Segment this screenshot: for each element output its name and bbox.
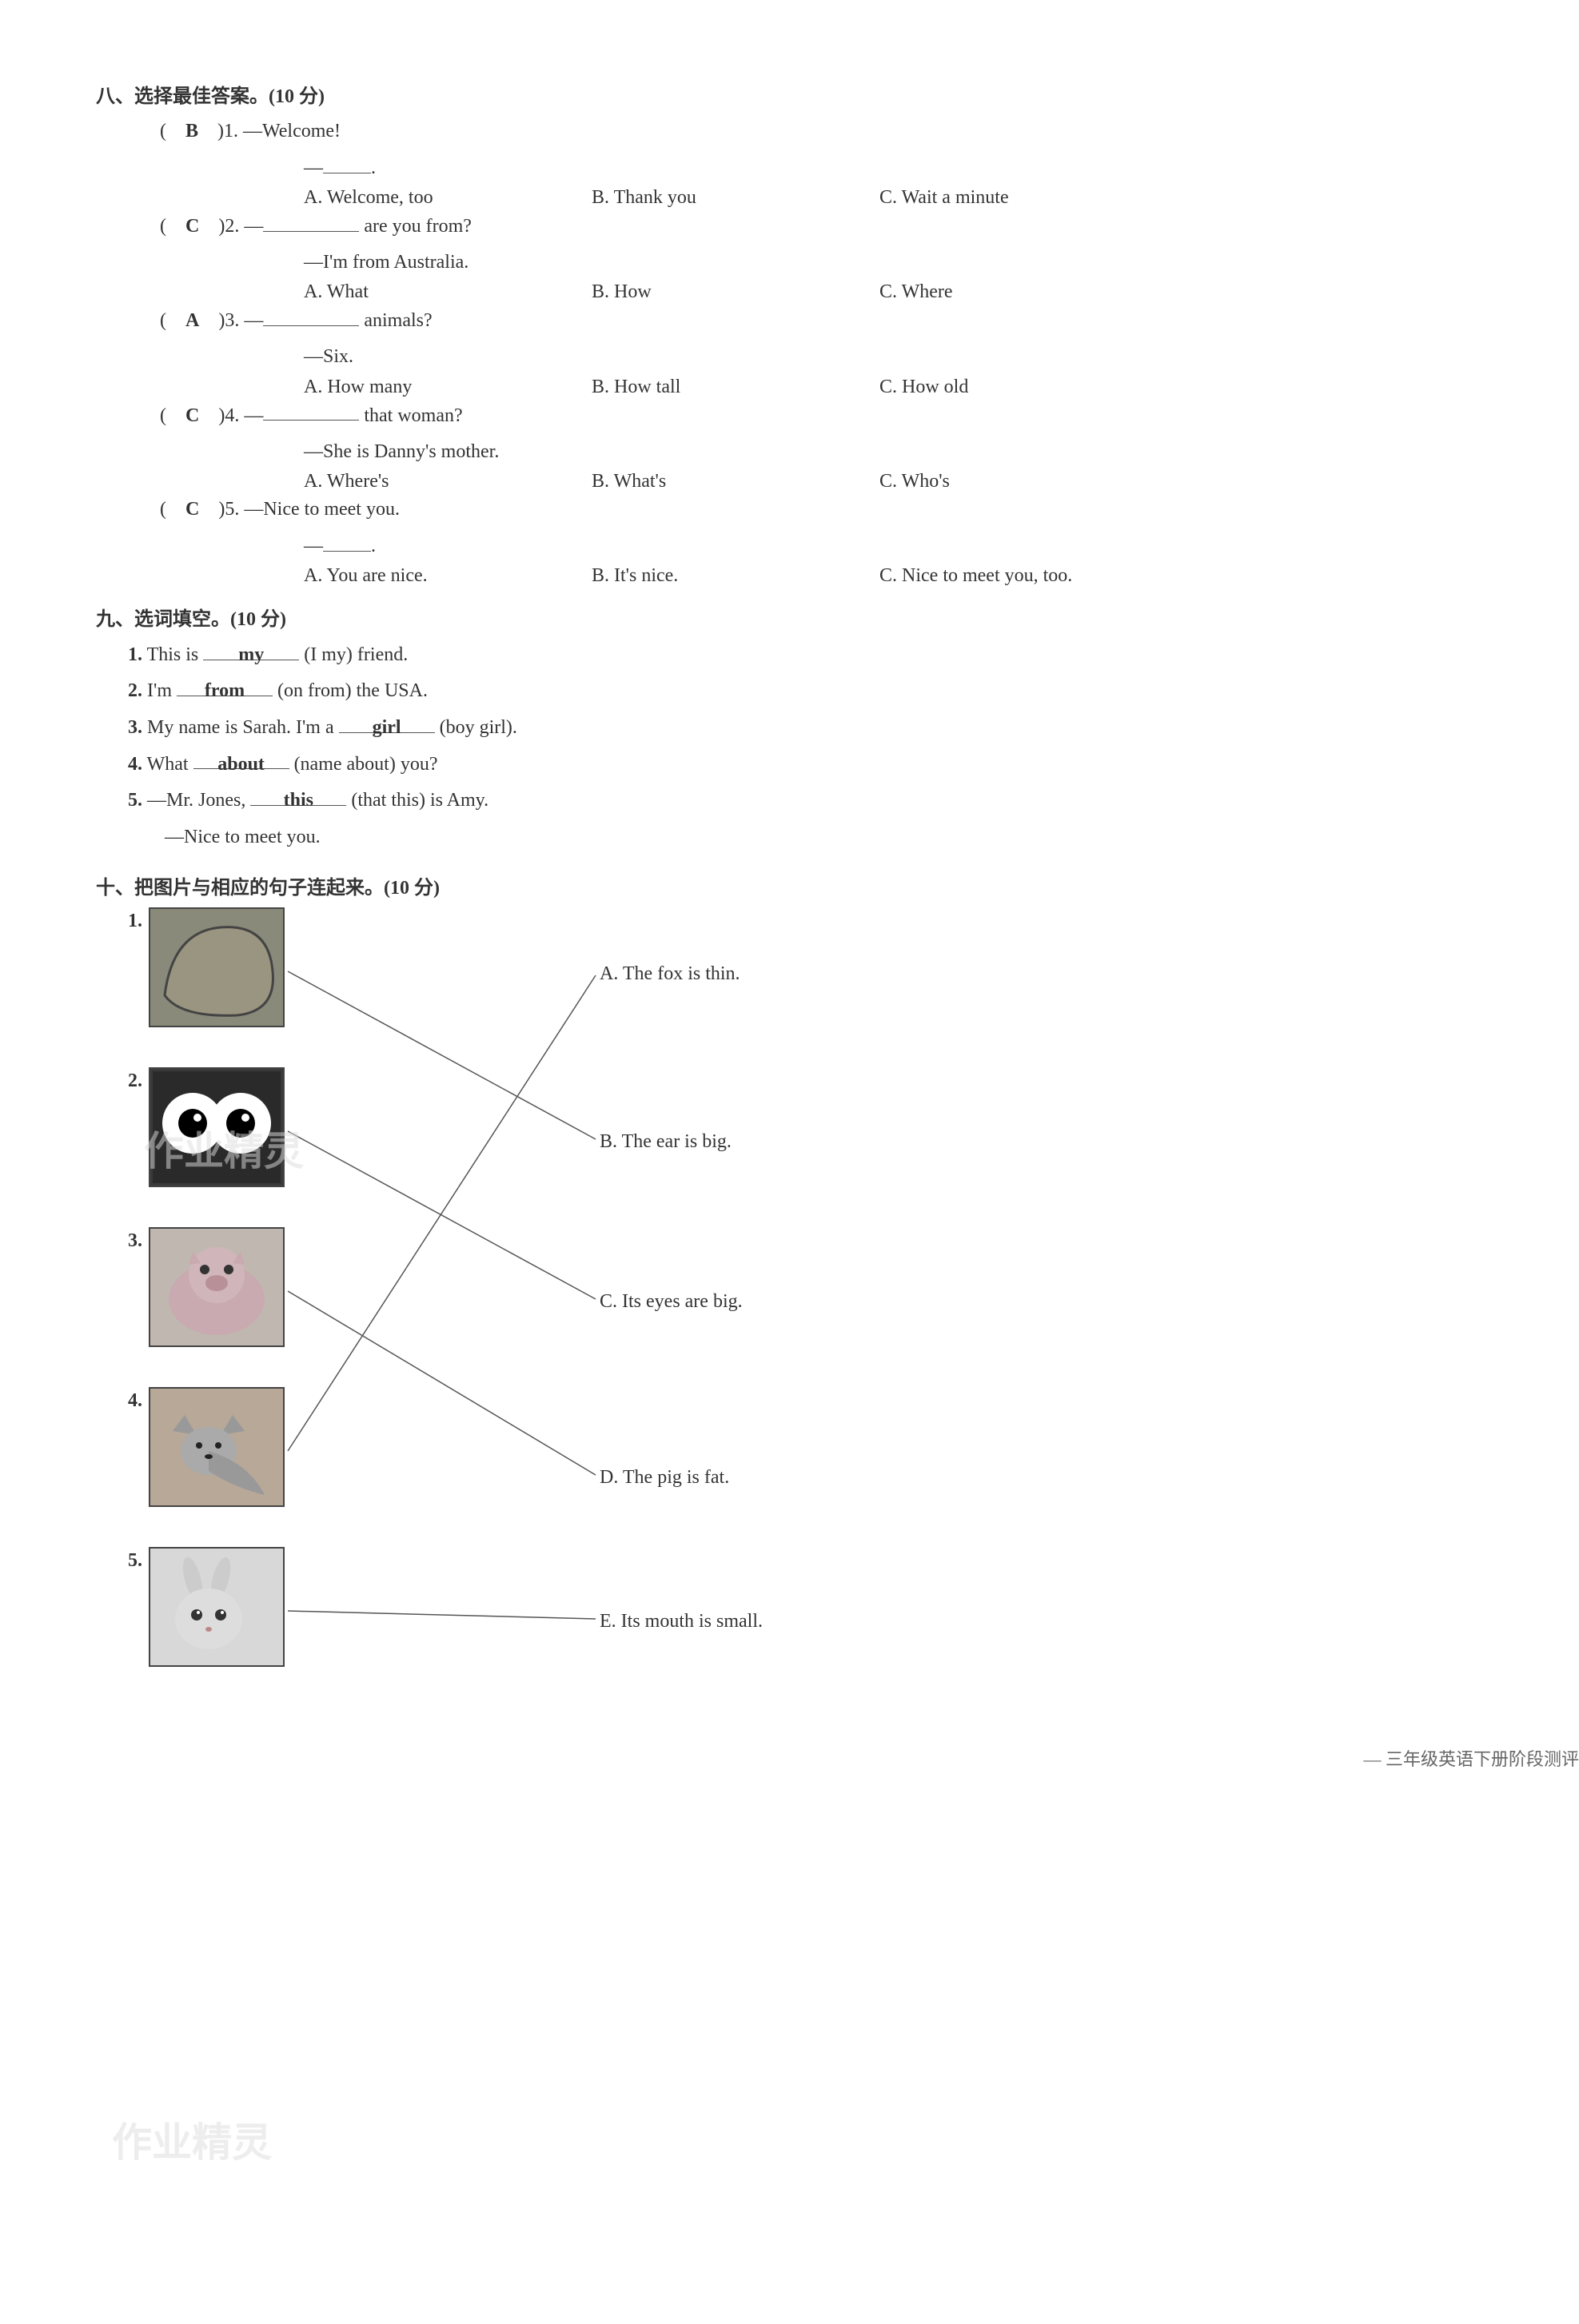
- q1-answer: B: [185, 121, 198, 142]
- pig-image: [149, 1227, 285, 1347]
- page-footer: — 三年级英语下册阶段测评: [1363, 1745, 1579, 1771]
- q5-answer: C: [185, 499, 199, 520]
- match-image-3: 3.: [128, 1227, 285, 1347]
- q3-options: A. How many B. How tall C. How old: [304, 377, 1483, 398]
- q1-header: ( B )1. —Welcome!: [160, 114, 1483, 149]
- q2-opt-b: B. How: [592, 281, 879, 303]
- section-8-questions: ( B )1. —Welcome! —. A. Welcome, too B. …: [160, 114, 1483, 587]
- section-10-title: 十、把图片与相应的句子连起来。(10 分): [96, 871, 1483, 899]
- match-image-5: 5.: [128, 1547, 285, 1667]
- rabbit-image: [149, 1547, 285, 1667]
- watermark-2: 作业精灵: [112, 2111, 272, 2168]
- q2-opt-c: C. Where: [879, 281, 1167, 303]
- q4-opt-b: B. What's: [592, 471, 879, 492]
- q5-options: A. You are nice. B. It's nice. C. Nice t…: [304, 565, 1483, 587]
- match-text-D: D. The pig is fat.: [600, 1467, 729, 1489]
- q1-opt-a: A. Welcome, too: [304, 187, 592, 209]
- q2-prompt2: —I'm from Australia.: [304, 245, 1483, 280]
- fox-image: [149, 1387, 285, 1507]
- fill-1: 1. This is my (I my) friend.: [128, 637, 1483, 674]
- match-image-num: 1.: [128, 911, 142, 932]
- ear-image: [149, 907, 285, 1027]
- fill-4: 4. What about (name about) you?: [128, 747, 1483, 783]
- q3-header: ( A )3. — animals?: [160, 303, 1483, 338]
- q5-opt-b: B. It's nice.: [592, 565, 879, 587]
- q2-options: A. What B. How C. Where: [304, 281, 1483, 303]
- match-image-num: 5.: [128, 1550, 142, 1572]
- q3-prompt2: —Six.: [304, 340, 1483, 374]
- fill-5-extra: —Nice to meet you.: [165, 819, 1483, 856]
- q1-opt-b: B. Thank you: [592, 187, 879, 209]
- q1-blank-line: —.: [304, 150, 1483, 185]
- q5-opt-a: A. You are nice.: [304, 565, 592, 587]
- fill-3: 3. My name is Sarah. I'm a girl (boy gir…: [128, 710, 1483, 747]
- matching-section: 1. 2. 3. 4. 5. A. The fox is thin. B. The ear…: [128, 907, 1483, 1787]
- q3-opt-c: C. How old: [879, 377, 1167, 398]
- q3-opt-b: B. How tall: [592, 377, 879, 398]
- match-image-num: 3.: [128, 1230, 142, 1252]
- q2-header: ( C )2. — are you from?: [160, 209, 1483, 244]
- match-text-E: E. Its mouth is small.: [600, 1611, 763, 1632]
- match-image-num: 4.: [128, 1390, 142, 1412]
- section-9-title: 九、选词填空。(10 分): [96, 603, 1483, 631]
- match-image-1: 1.: [128, 907, 285, 1027]
- watermark-1: 作业精灵: [144, 1119, 304, 1177]
- q4-opt-c: C. Who's: [879, 471, 1167, 492]
- q3-answer: A: [185, 310, 199, 331]
- match-image-4: 4.: [128, 1387, 285, 1507]
- q3-opt-a: A. How many: [304, 377, 592, 398]
- section-9-items: 1. This is my (I my) friend. 2. I'm from…: [96, 637, 1483, 856]
- q2-answer: C: [185, 216, 199, 237]
- q4-prompt2: —She is Danny's mother.: [304, 435, 1483, 469]
- match-image-num: 2.: [128, 1070, 142, 1092]
- q5-header: ( C )5. —Nice to meet you.: [160, 492, 1483, 527]
- q1-opt-c: C. Wait a minute: [879, 187, 1167, 209]
- fill-5: 5. —Mr. Jones, this (that this) is Amy.: [128, 783, 1483, 819]
- section-8-title: 八、选择最佳答案。(10 分): [96, 80, 1483, 108]
- q4-answer: C: [185, 405, 199, 425]
- q4-opt-a: A. Where's: [304, 471, 592, 492]
- q4-options: A. Where's B. What's C. Who's: [304, 471, 1483, 492]
- q5-opt-c: C. Nice to meet you, too.: [879, 565, 1167, 587]
- fill-2: 2. I'm from (on from) the USA.: [128, 673, 1483, 710]
- q2-opt-a: A. What: [304, 281, 592, 303]
- match-text-A: A. The fox is thin.: [600, 963, 740, 985]
- match-text-C: C. Its eyes are big.: [600, 1291, 743, 1313]
- q1-options: A. Welcome, too B. Thank you C. Wait a m…: [304, 187, 1483, 209]
- q5-blank-line: —.: [304, 528, 1483, 564]
- match-text-B: B. The ear is big.: [600, 1131, 732, 1153]
- q4-header: ( C )4. — that woman?: [160, 398, 1483, 433]
